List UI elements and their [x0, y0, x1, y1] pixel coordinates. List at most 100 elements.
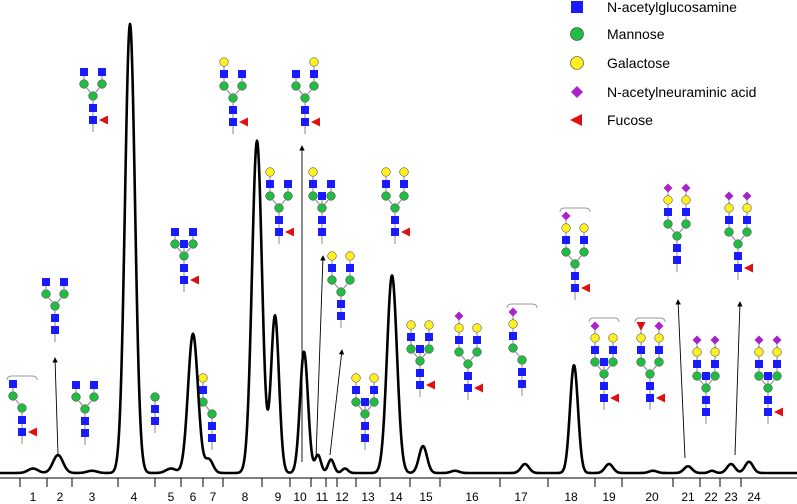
galactose-icon — [561, 223, 571, 233]
neuac-icon — [710, 335, 720, 345]
glcnac-icon — [72, 381, 80, 389]
glycosidic-bond — [56, 296, 63, 304]
glcnac-icon — [180, 264, 188, 272]
glcnac-icon — [673, 244, 681, 252]
legend-symbol-fucose — [570, 114, 582, 126]
glcnac-icon — [361, 422, 369, 430]
glycan-structure — [150, 392, 160, 433]
galactose-icon — [327, 251, 337, 261]
galactose-icon — [309, 57, 319, 67]
mannose-icon — [454, 347, 464, 357]
x-tick-label-24: 24 — [747, 490, 761, 504]
mannose-icon — [561, 247, 571, 257]
glycosidic-bond — [357, 404, 364, 412]
galactose-icon — [351, 373, 361, 383]
mannose-icon — [517, 355, 527, 365]
galactose-icon — [399, 167, 409, 177]
glcnac-icon — [238, 70, 246, 78]
mannose-icon — [207, 409, 217, 419]
glycosidic-bond — [225, 88, 232, 96]
annotation-arrow — [315, 255, 326, 459]
glcnac-icon — [755, 360, 763, 368]
mannose-icon — [390, 203, 400, 213]
glcnac-icon — [301, 106, 309, 114]
mannose-icon — [80, 404, 90, 414]
mannose-icon — [654, 357, 664, 367]
mannose-icon — [692, 371, 702, 381]
mannose-icon — [71, 392, 81, 402]
glycosidic-bond — [760, 378, 767, 386]
glycosidic-bond — [412, 351, 419, 359]
neuac-icon — [454, 311, 464, 321]
neuac-icon — [681, 183, 691, 193]
legend-symbol-glcnac — [571, 1, 583, 13]
mannose-icon — [463, 359, 473, 369]
x-tick-label-16: 16 — [465, 490, 479, 504]
mannose-icon — [336, 287, 346, 297]
glycosidic-bond — [77, 399, 84, 407]
galactose-icon — [308, 167, 318, 177]
mannose-icon — [308, 191, 318, 201]
glcnac-icon — [229, 106, 237, 114]
mannose-icon — [283, 191, 293, 201]
mannose-icon — [406, 344, 416, 354]
bracket-line — [6, 375, 38, 381]
glycan-structure — [79, 68, 108, 132]
neuac-icon — [508, 307, 518, 317]
glcnac-icon — [455, 336, 463, 344]
glcnac-icon — [407, 333, 415, 341]
bracket-line — [588, 317, 620, 323]
mannose-icon — [369, 397, 379, 407]
glycosidic-bond — [514, 350, 521, 358]
glycosidic-bond — [669, 226, 676, 234]
glycosidic-bond — [271, 198, 278, 206]
mannose-icon — [590, 357, 600, 367]
mannose-icon — [681, 219, 691, 229]
glcnac-icon — [229, 118, 237, 126]
neuac-icon — [590, 321, 600, 331]
glycan-structure — [308, 167, 336, 244]
glcnac-icon — [591, 346, 599, 354]
mannose-icon — [8, 391, 18, 401]
x-tick-label-12: 12 — [335, 490, 349, 504]
galactose-icon — [454, 323, 464, 333]
glcnac-icon — [266, 180, 274, 188]
glcnac-icon — [764, 396, 772, 404]
glycosidic-bond — [730, 234, 737, 242]
glcnac-icon — [352, 386, 360, 394]
mannose-icon — [710, 371, 720, 381]
glycan-structure — [663, 183, 691, 272]
glycosidic-bond — [642, 364, 649, 372]
mannose-icon — [415, 356, 425, 366]
galactose-icon — [198, 373, 208, 383]
glycosidic-bond — [576, 254, 583, 262]
fucose-icon — [285, 227, 294, 237]
glycan-structure — [559, 207, 591, 300]
x-tick-label-8: 8 — [242, 490, 249, 504]
fucose-icon — [239, 117, 248, 127]
mannose-icon — [360, 409, 370, 419]
x-tick-label-4: 4 — [131, 490, 138, 504]
annotation-arrow — [52, 357, 59, 456]
mannose-icon — [508, 343, 518, 353]
glcnac-icon — [199, 386, 207, 394]
glycan-structure — [351, 373, 379, 450]
x-tick-label-5: 5 — [168, 490, 175, 504]
galactose-icon — [472, 323, 482, 333]
glycan-structure — [454, 311, 483, 400]
glcnac-icon — [464, 384, 472, 392]
glcnac-icon — [370, 386, 378, 394]
glcnac-icon — [580, 236, 588, 244]
glcnac-icon — [301, 118, 309, 126]
mannose-icon — [150, 392, 160, 402]
mannose-icon — [763, 383, 773, 393]
glcnac-icon — [208, 434, 216, 442]
galactose-icon — [724, 203, 734, 213]
glycosidic-bond — [421, 351, 428, 359]
glcnac-icon — [725, 216, 733, 224]
glcnac-icon — [734, 252, 742, 260]
glcnac-icon — [600, 382, 608, 390]
glcnac-icon — [702, 372, 710, 380]
glcnac-icon — [60, 278, 68, 286]
glcnac-icon — [571, 284, 579, 292]
